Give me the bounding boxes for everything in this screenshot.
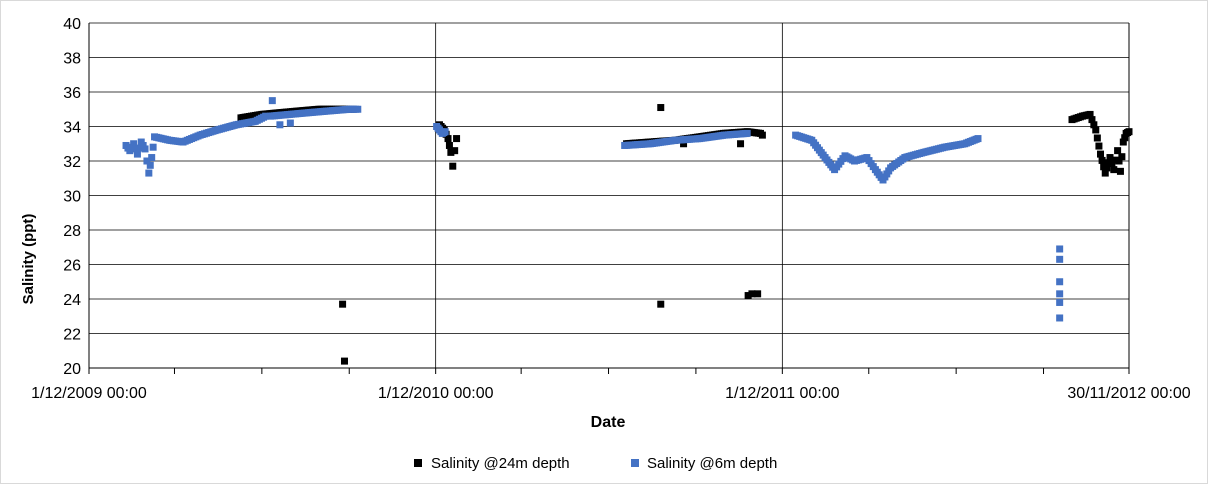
data-point bbox=[1116, 167, 1124, 175]
legend: Salinity @24m depth Salinity @6m depth bbox=[414, 455, 777, 472]
data-point bbox=[1092, 126, 1100, 134]
data-point bbox=[1095, 142, 1103, 150]
data-point bbox=[276, 121, 284, 129]
legend-label-24m: Salinity @24m depth bbox=[431, 455, 570, 472]
data-point bbox=[135, 144, 143, 152]
axes bbox=[88, 23, 1130, 374]
series-1 bbox=[122, 97, 1064, 322]
y-tick-label: 38 bbox=[63, 51, 81, 68]
y-tick-label: 40 bbox=[63, 16, 81, 33]
data-point bbox=[1121, 134, 1129, 142]
x-tick-label: 30/11/2012 00:00 bbox=[1067, 385, 1190, 402]
data-point bbox=[754, 290, 762, 298]
data-point bbox=[268, 97, 276, 105]
data-point bbox=[1056, 255, 1064, 263]
data-point bbox=[1088, 116, 1096, 124]
x-axis-title: Date bbox=[591, 414, 626, 431]
y-tick-label: 36 bbox=[63, 85, 81, 102]
data-point bbox=[1086, 110, 1094, 118]
x-tick-label: 1/12/2011 00:00 bbox=[725, 385, 840, 402]
data-point bbox=[1056, 290, 1064, 298]
data-point bbox=[1106, 154, 1114, 162]
data-point bbox=[1090, 121, 1098, 129]
data-point bbox=[130, 140, 138, 148]
data-point bbox=[132, 145, 140, 153]
y-tick-label: 20 bbox=[63, 361, 81, 378]
data-point bbox=[1093, 134, 1101, 142]
data-point bbox=[1056, 298, 1064, 306]
y-tick-label: 24 bbox=[63, 292, 81, 309]
y-axis-title: Salinity (ppt) bbox=[20, 214, 37, 305]
data-point bbox=[445, 141, 453, 149]
data-point bbox=[1114, 147, 1122, 155]
data-point bbox=[1056, 278, 1064, 286]
x-tick-labels: 1/12/2009 00:00 1/12/2010 00:00 1/12/2011 … bbox=[31, 385, 1191, 402]
data-point bbox=[133, 150, 141, 158]
data-point bbox=[149, 143, 157, 151]
data-point bbox=[447, 148, 455, 156]
x-tick-label: 1/12/2010 00:00 bbox=[378, 385, 494, 402]
data-point bbox=[146, 161, 154, 169]
data-point bbox=[744, 292, 752, 300]
data-point bbox=[657, 104, 665, 112]
legend-label-6m: Salinity @6m depth bbox=[647, 455, 777, 472]
data-point bbox=[974, 135, 982, 143]
data-point bbox=[354, 105, 362, 113]
data-point bbox=[758, 131, 766, 139]
data-point bbox=[1119, 138, 1127, 146]
data-point bbox=[148, 154, 156, 162]
data-point bbox=[1056, 314, 1064, 322]
data-point bbox=[143, 157, 151, 165]
data-point bbox=[1097, 150, 1105, 158]
data-point bbox=[1101, 169, 1109, 177]
data-point bbox=[1103, 164, 1111, 172]
data-point bbox=[444, 135, 452, 143]
data-point bbox=[1108, 160, 1116, 168]
x-tick-label: 1/12/2009 00:00 bbox=[31, 385, 147, 402]
y-tick-labels: 20 22 24 26 28 30 32 34 36 38 40 bbox=[63, 16, 81, 378]
data-point bbox=[1125, 128, 1133, 136]
y-tick-label: 22 bbox=[63, 327, 81, 344]
data-point bbox=[286, 119, 294, 127]
data-point bbox=[453, 135, 461, 143]
data-point bbox=[1115, 157, 1123, 165]
legend-marker-24m bbox=[414, 459, 422, 467]
data-point bbox=[340, 357, 348, 365]
data-point bbox=[1110, 166, 1118, 174]
vertical-gridlines bbox=[435, 23, 783, 368]
data-point bbox=[262, 112, 270, 120]
data-point bbox=[743, 129, 751, 137]
data-point bbox=[441, 128, 449, 136]
data-point bbox=[680, 140, 688, 148]
y-tick-label: 34 bbox=[63, 120, 81, 137]
data-point bbox=[748, 290, 756, 298]
horizontal-gridlines bbox=[89, 22, 1129, 369]
y-tick-label: 26 bbox=[63, 258, 81, 275]
data-point bbox=[1098, 156, 1106, 164]
data-point bbox=[1056, 245, 1064, 253]
data-point bbox=[449, 162, 457, 170]
data-marks bbox=[122, 97, 1133, 365]
data-point bbox=[451, 147, 459, 155]
data-point bbox=[339, 300, 347, 308]
y-tick-label: 30 bbox=[63, 189, 81, 206]
data-point bbox=[657, 300, 665, 308]
data-point bbox=[145, 169, 153, 177]
legend-marker-6m bbox=[631, 459, 639, 467]
y-tick-label: 28 bbox=[63, 223, 81, 240]
data-point bbox=[141, 145, 149, 153]
data-point bbox=[1118, 153, 1126, 161]
data-point bbox=[737, 140, 745, 148]
y-tick-label: 32 bbox=[63, 154, 81, 171]
